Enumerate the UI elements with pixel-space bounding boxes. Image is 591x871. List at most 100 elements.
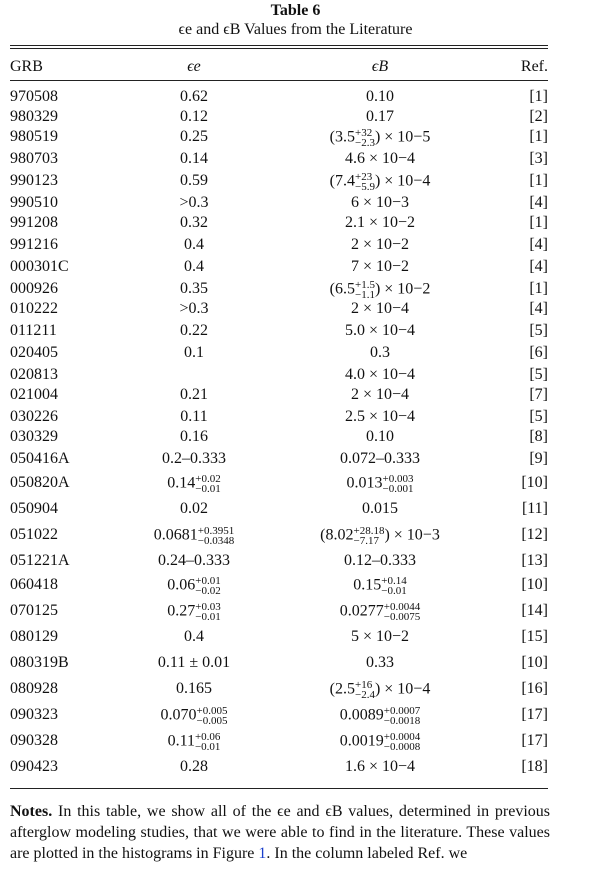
cell-grb: 090328 xyxy=(10,732,58,749)
uncertainty-scripts: +0.03 −0.01 xyxy=(195,601,221,623)
cell-ref: [9] xyxy=(529,450,548,467)
cell-ref: [1] xyxy=(529,172,548,189)
cell-ref: [10] xyxy=(521,654,548,671)
cell-epsilon-e: 0.62 xyxy=(180,88,208,105)
cell-grb: 990510 xyxy=(10,194,58,211)
cell-epsilon-b: 6 × 10−3 xyxy=(350,194,410,211)
cell-epsilon-e: 0.24–0.333 xyxy=(158,552,230,569)
cell-epsilon-e: 0.59 xyxy=(180,172,208,189)
cell-grb: 050904 xyxy=(10,500,58,517)
cell-ref: [15] xyxy=(521,628,548,645)
table-row: 030329 0.16 0.10 [8] xyxy=(0,428,591,448)
uncertainty-scripts: +0.3951 −0.0348 xyxy=(197,525,235,547)
cell-epsilon-e: 0.11 ± 0.01 xyxy=(157,654,231,671)
table-row: 980703 0.14 4.6 × 10−4 [3] xyxy=(0,150,591,170)
uncertainty-scripts: +28.18 −7.17 xyxy=(353,525,385,547)
cell-epsilon-b: 5.0 × 10−4 xyxy=(344,322,416,339)
table-row: 970508 0.62 0.10 [1] xyxy=(0,88,591,108)
cell-epsilon-e: 0.2–0.333 xyxy=(162,450,226,467)
cell-epsilon-e: 0.165 xyxy=(176,680,212,697)
table-row: 070125 0.27 +0.03 −0.01 0.0277 +0.0044 −0.0075… xyxy=(0,601,591,623)
cell-epsilon-b: 5 × 10−2 xyxy=(350,628,410,645)
cell-ref: [1] xyxy=(529,128,548,145)
cell-epsilon-e: 0.4 xyxy=(184,258,204,275)
cell-epsilon-b: 2 × 10−4 xyxy=(350,386,410,403)
table-row: 051221A 0.24–0.333 0.12–0.333 [13] xyxy=(0,552,591,572)
figure-link[interactable]: 1 xyxy=(258,845,267,862)
cell-epsilon-e: 0.35 xyxy=(180,280,208,297)
cell-ref: [17] xyxy=(521,706,548,723)
cell-epsilon-b: (6.5 +1.5 −1.1) × 10−2 xyxy=(329,279,431,301)
cell-ref: [4] xyxy=(529,258,548,275)
cell-epsilon-b: 0.0019 +0.0004 −0.0008 xyxy=(339,731,421,753)
table-row: 980329 0.12 0.17 [2] xyxy=(0,108,591,128)
cell-epsilon-e: 0.11 xyxy=(180,408,208,425)
cell-grb: 090323 xyxy=(10,706,58,723)
cell-epsilon-e: 0.0681 +0.3951 −0.0348 xyxy=(153,525,235,547)
table-row: 050904 0.02 0.015 [11] xyxy=(0,500,591,520)
cell-ref: [5] xyxy=(529,408,548,425)
uncertainty-scripts: +0.06 −0.01 xyxy=(194,731,221,753)
cell-epsilon-e: 0.4 xyxy=(184,236,204,253)
top-rule-double xyxy=(10,48,548,49)
table-row: 090328 0.11 +0.06 −0.01 0.0019 +0.0004 −0.0008… xyxy=(0,731,591,753)
cell-ref: [10] xyxy=(521,576,548,593)
cell-epsilon-e: 0.27 +0.03 −0.01 xyxy=(167,601,221,623)
cell-epsilon-b: 4.6 × 10−4 xyxy=(344,150,416,167)
table-row: 090323 0.070 +0.005 −0.005 0.0089 +0.0007 −0.0… xyxy=(0,705,591,727)
cell-epsilon-b: 0.10 xyxy=(366,88,394,105)
cell-epsilon-e: >0.3 xyxy=(179,194,209,211)
cell-epsilon-e: 0.25 xyxy=(180,128,208,145)
cell-ref: [4] xyxy=(529,236,548,253)
table-row: 020813 4.0 × 10−4 [5] xyxy=(0,366,591,386)
uncertainty-scripts: +0.0004 −0.0008 xyxy=(383,731,421,753)
table-row: 010222 >0.3 2 × 10−4 [4] xyxy=(0,300,591,320)
cell-grb: 030226 xyxy=(10,408,58,425)
cell-epsilon-b: 2 × 10−2 xyxy=(350,236,410,253)
cell-epsilon-e: 0.4 xyxy=(184,628,204,645)
cell-epsilon-b: (7.4 +23 −5.9) × 10−4 xyxy=(329,171,431,193)
cell-epsilon-b: 0.3 xyxy=(370,344,390,361)
cell-ref: [6] xyxy=(529,344,548,361)
uncertainty-scripts: +0.005 −0.005 xyxy=(196,705,228,727)
cell-epsilon-b: 0.013 +0.003 −0.001 xyxy=(346,473,414,495)
cell-epsilon-e: 0.22 xyxy=(180,322,208,339)
cell-epsilon-e: 0.21 xyxy=(180,386,208,403)
cell-epsilon-b: 0.33 xyxy=(366,654,394,671)
cell-epsilon-e: 0.16 xyxy=(180,428,208,445)
table-subtitle: ϵe and ϵB Values from the Literature xyxy=(178,21,413,38)
cell-grb: 980519 xyxy=(10,128,58,145)
cell-ref: [1] xyxy=(529,280,548,297)
cell-ref: [5] xyxy=(529,366,548,383)
cell-epsilon-e: 0.28 xyxy=(180,758,208,775)
cell-ref: [5] xyxy=(529,322,548,339)
header-ref: Ref. xyxy=(520,58,548,75)
cell-grb: 020813 xyxy=(10,366,58,383)
cell-grb: 050416A xyxy=(10,450,70,467)
cell-epsilon-e: 0.12 xyxy=(180,108,208,125)
cell-ref: [1] xyxy=(529,214,548,231)
cell-ref: [12] xyxy=(521,526,548,543)
cell-epsilon-b: 0.0277 +0.0044 −0.0075 xyxy=(339,601,421,623)
cell-ref: [8] xyxy=(529,428,548,445)
cell-epsilon-b: 0.015 xyxy=(362,500,398,517)
cell-epsilon-b: 1.6 × 10−4 xyxy=(344,758,416,775)
uncertainty-scripts: +23 −5.9 xyxy=(354,171,375,193)
header-epsilon-b: ϵB xyxy=(371,58,389,75)
uncertainty-scripts: +0.0044 −0.0075 xyxy=(383,601,421,623)
cell-grb: 060418 xyxy=(10,576,58,593)
cell-grb: 000301C xyxy=(10,258,69,275)
cell-epsilon-b: 2.1 × 10−2 xyxy=(344,214,416,231)
cell-ref: [1] xyxy=(529,88,548,105)
table-row: 080928 0.165 (2.5 +16 −2.4) × 10−4 [16] xyxy=(0,679,591,701)
cell-grb: 010222 xyxy=(10,300,58,317)
cell-epsilon-b: (2.5 +16 −2.4) × 10−4 xyxy=(329,679,431,701)
cell-epsilon-b: 0.10 xyxy=(366,428,394,445)
cell-epsilon-e: 0.32 xyxy=(180,214,208,231)
cell-ref: [7] xyxy=(529,386,548,403)
cell-grb: 090423 xyxy=(10,758,58,775)
cell-epsilon-b: (8.02 +28.18 −7.17) × 10−3 xyxy=(320,525,440,547)
header-rule xyxy=(10,80,548,81)
cell-epsilon-b: 0.17 xyxy=(366,108,394,125)
table-row: 020405 0.1 0.3 [6] xyxy=(0,344,591,364)
